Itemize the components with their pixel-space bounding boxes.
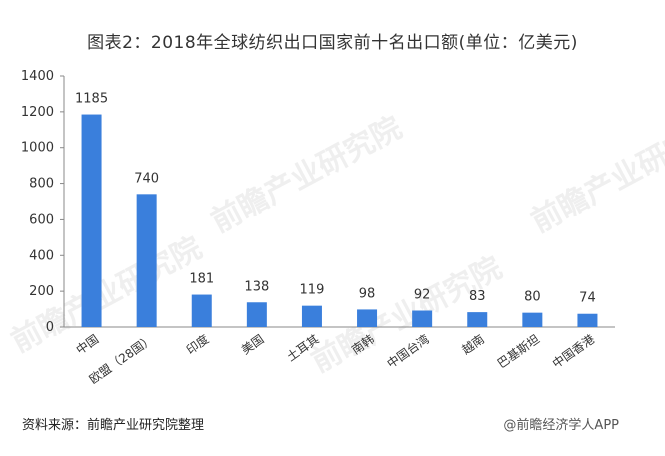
x-tick-label: 中国香港 xyxy=(549,331,597,371)
y-tick-label: 0 xyxy=(46,320,54,335)
x-tick-label: 美国 xyxy=(239,332,267,357)
bars xyxy=(81,114,598,328)
bar-value-label: 119 xyxy=(300,283,325,298)
source-note: 资料来源：前瞻产业研究院整理 xyxy=(22,418,205,433)
bar-value-label: 1185 xyxy=(75,92,108,107)
x-tick-label: 越南 xyxy=(459,331,487,357)
bar-value-label: 74 xyxy=(579,291,596,306)
brand-credit: @前瞻经济学人APP xyxy=(503,418,619,433)
chart-title: 图表2：2018年全球纺织出口国家前十名出口额(单位：亿美元) xyxy=(87,33,578,53)
y-tick-label: 600 xyxy=(29,212,54,227)
x-tick-label: 中国台湾 xyxy=(384,331,432,371)
bar-value-label: 138 xyxy=(244,279,269,294)
y-axis: 0 200 400 600 800 1000 1200 1400 xyxy=(21,69,65,335)
x-tick-label: 土耳其 xyxy=(284,332,322,364)
bar xyxy=(301,305,322,327)
y-tick-label: 1400 xyxy=(21,69,54,84)
bar xyxy=(522,312,543,327)
y-tick-label: 400 xyxy=(29,248,54,263)
x-tick-label: 南韩 xyxy=(348,331,376,357)
bar xyxy=(136,194,157,327)
x-tick-label: 巴基斯坦 xyxy=(495,332,542,371)
bar xyxy=(357,309,378,327)
y-tick-label: 1000 xyxy=(21,141,54,156)
bar xyxy=(577,313,598,327)
bar-value-label: 740 xyxy=(134,171,159,186)
x-tick-label: 中国 xyxy=(73,331,101,357)
bar xyxy=(246,302,267,327)
bar xyxy=(467,312,488,327)
value-labels: 1185 740 181 138 119 98 92 83 80 74 xyxy=(75,92,596,306)
bar xyxy=(81,114,102,328)
bar xyxy=(191,294,212,327)
bar-value-label: 98 xyxy=(359,286,376,301)
bar-value-label: 92 xyxy=(414,288,431,303)
bar-value-label: 80 xyxy=(524,290,541,305)
y-tick-label: 1200 xyxy=(21,105,54,120)
y-tick-label: 200 xyxy=(29,284,54,299)
bar xyxy=(412,310,433,327)
bar-value-label: 181 xyxy=(189,272,214,287)
x-tick-label: 印度 xyxy=(183,331,211,357)
y-tick-label: 800 xyxy=(29,177,54,192)
bar-value-label: 83 xyxy=(469,289,486,304)
